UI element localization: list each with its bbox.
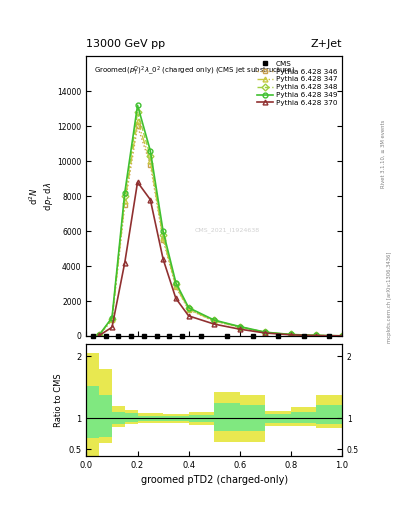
Y-axis label: Ratio to CMS: Ratio to CMS (54, 373, 63, 426)
Pythia 6.428 349 (174, 280, 178, 286)
Pythia 6.428 347 (174, 283, 178, 289)
Text: Groomed$(p_T^D)^2\lambda\_0^2$ (charged only) (CMS jet substructure): Groomed$(p_T^D)^2\lambda\_0^2$ (charged … (94, 65, 296, 78)
Pythia 6.428 370 (288, 332, 293, 338)
Pythia 6.428 349 (110, 314, 114, 321)
Pythia 6.428 347 (186, 306, 191, 312)
Pythia 6.428 370 (123, 260, 127, 266)
Pythia 6.428 348 (314, 332, 319, 338)
Pythia 6.428 349 (340, 333, 344, 339)
Pythia 6.428 348 (110, 315, 114, 322)
Pythia 6.428 347 (314, 332, 319, 338)
Pythia 6.428 370 (161, 256, 165, 262)
Pythia 6.428 348 (237, 324, 242, 330)
Pythia 6.428 346 (174, 284, 178, 290)
Legend: CMS, Pythia 6.428 346, Pythia 6.428 347, Pythia 6.428 348, Pythia 6.428 349, Pyt: CMS, Pythia 6.428 346, Pythia 6.428 347,… (254, 58, 340, 109)
Pythia 6.428 348 (174, 282, 178, 288)
Pythia 6.428 346 (263, 329, 268, 335)
Text: mcplots.cern.ch [arXiv:1306.3436]: mcplots.cern.ch [arXiv:1306.3436] (387, 251, 391, 343)
Y-axis label: $\mathrm{d}^2N$
$\mathrm{d}\,p_T\,\mathrm{d}\,\lambda$: $\mathrm{d}^2N$ $\mathrm{d}\,p_T\,\mathr… (28, 181, 55, 211)
Pythia 6.428 348 (212, 317, 217, 324)
Pythia 6.428 346 (288, 331, 293, 337)
Text: Rivet 3.1.10, ≥ 3M events: Rivet 3.1.10, ≥ 3M events (381, 119, 386, 188)
Pythia 6.428 349 (263, 329, 268, 335)
Line: Pythia 6.428 349: Pythia 6.428 349 (97, 103, 344, 338)
Pythia 6.428 347 (288, 331, 293, 337)
Pythia 6.428 346 (161, 237, 165, 243)
Line: Pythia 6.428 346: Pythia 6.428 346 (97, 124, 344, 338)
Text: Z+Jet: Z+Jet (310, 38, 342, 49)
Pythia 6.428 346 (135, 123, 140, 130)
Pythia 6.428 348 (288, 331, 293, 337)
Pythia 6.428 346 (314, 332, 319, 338)
Pythia 6.428 370 (186, 313, 191, 319)
Pythia 6.428 346 (148, 162, 152, 168)
Text: 13000 GeV pp: 13000 GeV pp (86, 38, 165, 49)
Pythia 6.428 347 (135, 118, 140, 124)
Pythia 6.428 347 (148, 158, 152, 164)
Pythia 6.428 346 (340, 333, 344, 339)
Text: CMS_2021_I1924638: CMS_2021_I1924638 (195, 227, 259, 232)
Pythia 6.428 349 (314, 332, 319, 338)
Pythia 6.428 348 (135, 109, 140, 115)
Pythia 6.428 349 (186, 305, 191, 311)
Pythia 6.428 347 (123, 198, 127, 204)
Pythia 6.428 347 (237, 324, 242, 330)
X-axis label: groomed pTD2 (charged-only): groomed pTD2 (charged-only) (141, 475, 288, 485)
Pythia 6.428 348 (123, 193, 127, 199)
Pythia 6.428 370 (148, 197, 152, 203)
Pythia 6.428 346 (123, 202, 127, 208)
Pythia 6.428 349 (135, 102, 140, 109)
Pythia 6.428 349 (148, 147, 152, 154)
Pythia 6.428 370 (212, 321, 217, 327)
Pythia 6.428 349 (97, 332, 101, 338)
Pythia 6.428 370 (174, 295, 178, 302)
Line: Pythia 6.428 348: Pythia 6.428 348 (97, 110, 344, 338)
Pythia 6.428 347 (340, 333, 344, 339)
Pythia 6.428 370 (135, 179, 140, 185)
Pythia 6.428 346 (110, 317, 114, 323)
Pythia 6.428 348 (186, 305, 191, 311)
Pythia 6.428 347 (161, 235, 165, 241)
Pythia 6.428 370 (340, 333, 344, 339)
Pythia 6.428 349 (123, 189, 127, 196)
Pythia 6.428 370 (97, 332, 101, 338)
Pythia 6.428 370 (314, 332, 319, 338)
Pythia 6.428 348 (161, 231, 165, 238)
Pythia 6.428 349 (212, 317, 217, 323)
Pythia 6.428 347 (212, 318, 217, 324)
Pythia 6.428 346 (237, 324, 242, 330)
Pythia 6.428 348 (340, 333, 344, 339)
Pythia 6.428 348 (97, 332, 101, 338)
Pythia 6.428 348 (148, 153, 152, 159)
Pythia 6.428 346 (186, 307, 191, 313)
Pythia 6.428 347 (110, 316, 114, 323)
Pythia 6.428 348 (263, 329, 268, 335)
Pythia 6.428 349 (161, 228, 165, 234)
Pythia 6.428 349 (288, 331, 293, 337)
Pythia 6.428 370 (237, 326, 242, 332)
Line: Pythia 6.428 347: Pythia 6.428 347 (97, 119, 344, 338)
Pythia 6.428 347 (263, 329, 268, 335)
Pythia 6.428 347 (97, 332, 101, 338)
Pythia 6.428 349 (237, 324, 242, 330)
Pythia 6.428 370 (110, 324, 114, 330)
Pythia 6.428 346 (97, 332, 101, 338)
Pythia 6.428 370 (263, 330, 268, 336)
Line: Pythia 6.428 370: Pythia 6.428 370 (97, 180, 344, 338)
Pythia 6.428 346 (212, 318, 217, 324)
